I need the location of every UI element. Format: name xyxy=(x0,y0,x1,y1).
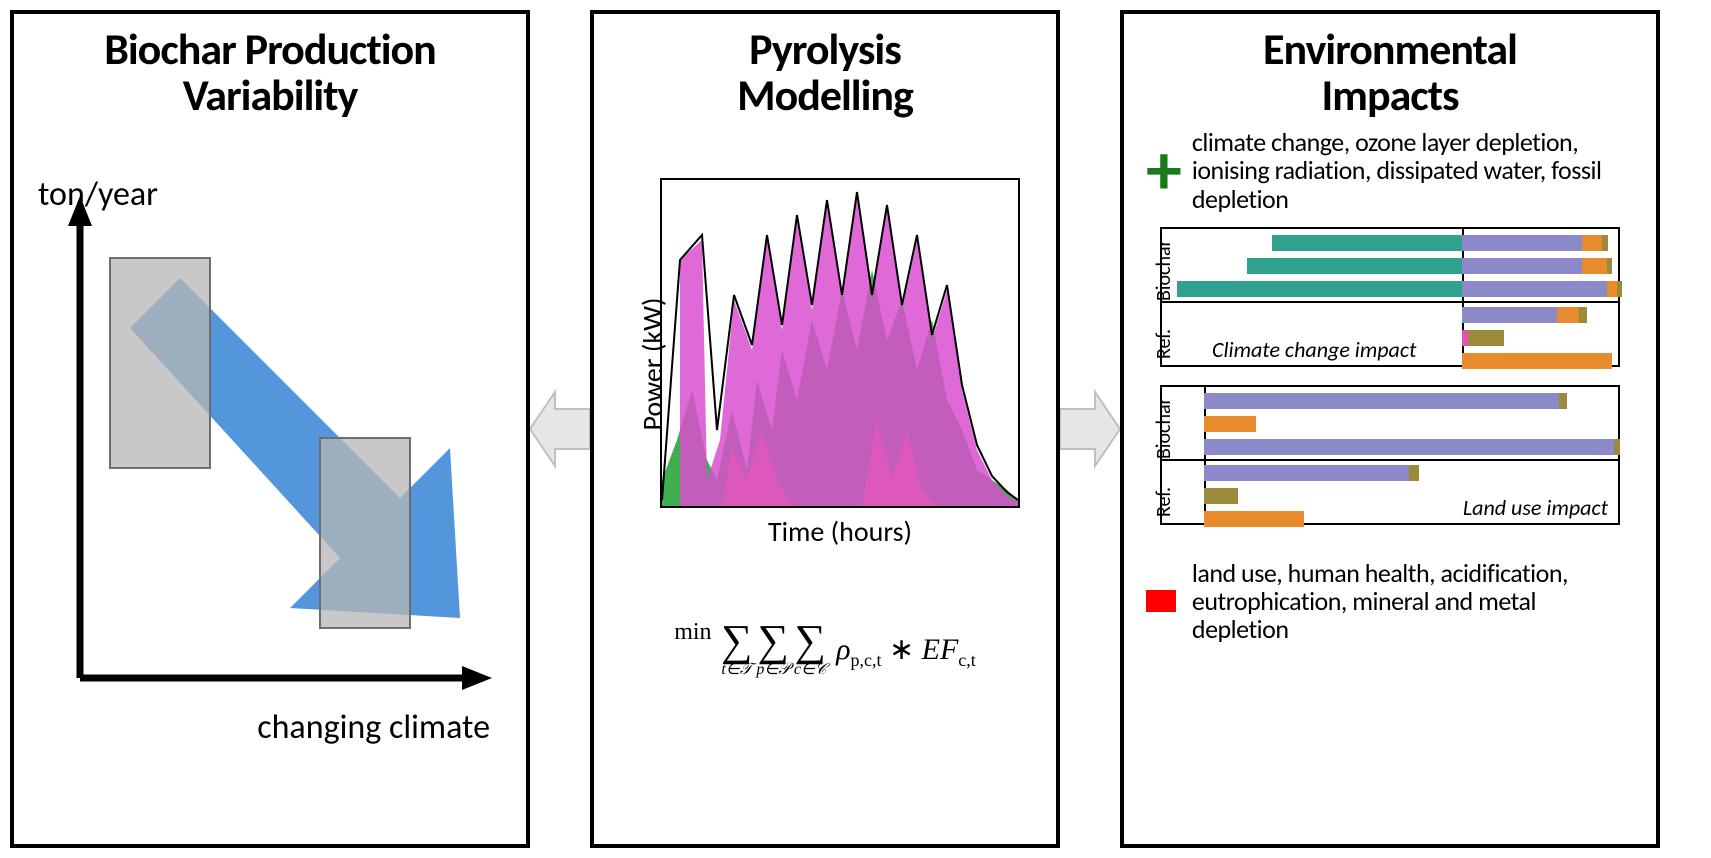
formula-ef: EF xyxy=(922,633,959,666)
positive-impacts-row: + climate change, ozone layer depletion,… xyxy=(1138,128,1642,212)
arrow-right-icon xyxy=(1060,384,1120,474)
bar-row xyxy=(1247,258,1612,274)
formula-min: min xyxy=(674,619,711,645)
bar-row xyxy=(1204,416,1256,432)
panel2-formula: min ∑t∈𝒯∑p∈𝒫∑c∈𝒞 ρp,c,t ∗ EFc,t xyxy=(674,619,976,681)
bar-row xyxy=(1204,393,1567,409)
bar-row xyxy=(1272,235,1608,251)
panel-biochar-variability: Biochar Production Variability ton/year … xyxy=(10,10,530,848)
bar-row xyxy=(1462,307,1587,323)
bar-row xyxy=(1204,465,1419,481)
minus-icon xyxy=(1146,590,1176,612)
bar-row xyxy=(1462,353,1612,369)
panel2-area-svg xyxy=(662,180,1018,506)
panel1-svg xyxy=(40,178,500,738)
negative-impacts-row: land use, human health, acidification, e… xyxy=(1138,559,1642,643)
mini1-caption: Climate change impact xyxy=(1212,336,1416,363)
summation-symbol: ∑p∈𝒫 xyxy=(756,623,789,678)
formula-ef-sub: c,t xyxy=(958,650,976,670)
bar-row xyxy=(1462,330,1504,346)
bar-row xyxy=(1177,281,1622,297)
plus-icon: + xyxy=(1146,152,1182,188)
mini1-ylab-top: Biochar xyxy=(1152,239,1176,301)
summation-symbol: ∑t∈𝒯 xyxy=(721,623,752,678)
mini2-caption: Land use impact xyxy=(1463,494,1608,521)
panel-environmental-impacts: Environmental Impacts + climate change, … xyxy=(1120,10,1660,848)
panel1-x-label: changing climate xyxy=(257,707,490,748)
panel2-chart xyxy=(660,178,1020,508)
formula-rho-sub: p,c,t xyxy=(851,650,882,670)
bar-row xyxy=(1204,511,1304,527)
mini-chart-landuse: Biochar Ref. Land use impact xyxy=(1160,385,1620,525)
mini2-ylab-top: Biochar xyxy=(1152,397,1176,459)
negative-text: land use, human health, acidification, e… xyxy=(1192,559,1634,643)
panel2-x-label: Time (hours) xyxy=(660,514,1020,549)
formula-rho: ρ xyxy=(836,633,850,666)
bar-row xyxy=(1204,488,1238,504)
mini1-ylab-bot: Ref. xyxy=(1152,329,1176,359)
connector-right xyxy=(1060,10,1120,848)
arrow-left-icon xyxy=(530,384,590,474)
panel2-title: Pyrolysis Modelling xyxy=(737,26,913,118)
panel1-y-label: ton/year xyxy=(38,174,158,215)
panel1-title: Biochar Production Variability xyxy=(104,26,436,118)
positive-text: climate change, ozone layer depletion, i… xyxy=(1192,128,1634,212)
panel3-title: Environmental Impacts xyxy=(1263,26,1517,118)
formula-op: ∗ xyxy=(889,633,922,666)
bar-row xyxy=(1204,439,1620,455)
panel1-chart: ton/year changing climate xyxy=(40,178,500,738)
panel-pyrolysis-modelling: Pyrolysis Modelling Power (kW) Time (hou… xyxy=(590,10,1060,848)
panel1-title-l2: Variability xyxy=(183,68,358,122)
mini2-ylab-bot: Ref. xyxy=(1152,487,1176,517)
connector-left xyxy=(530,10,590,848)
panel3-title-l2: Impacts xyxy=(1321,68,1458,122)
panel2-chart-wrap: Power (kW) Time (hours) xyxy=(630,178,1020,549)
mini-chart-climate: Biochar Ref. Climate change impact xyxy=(1160,227,1620,367)
summation-symbol: ∑c∈𝒞 xyxy=(794,623,827,678)
panel2-title-l2: Modelling xyxy=(737,68,913,122)
